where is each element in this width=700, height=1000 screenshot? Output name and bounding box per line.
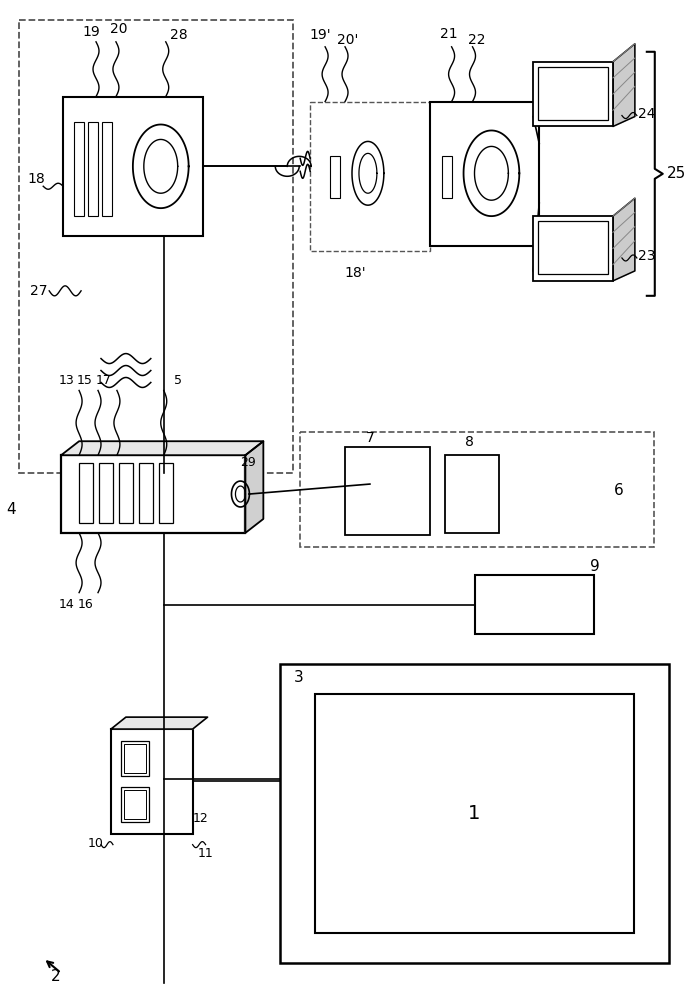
Polygon shape bbox=[61, 441, 263, 455]
Text: 10: 10 bbox=[88, 837, 104, 850]
Text: 27: 27 bbox=[31, 284, 48, 298]
Text: 21: 21 bbox=[440, 27, 457, 41]
Bar bbox=[111, 729, 192, 834]
Bar bbox=[310, 102, 430, 251]
Text: 15: 15 bbox=[77, 374, 93, 387]
Bar bbox=[300, 432, 654, 547]
Bar bbox=[444, 455, 499, 533]
Text: 24: 24 bbox=[638, 107, 656, 121]
Bar bbox=[330, 156, 340, 198]
Bar bbox=[74, 122, 84, 216]
Bar bbox=[63, 97, 202, 236]
Text: 20': 20' bbox=[337, 33, 358, 47]
Bar bbox=[121, 741, 149, 776]
Text: 12: 12 bbox=[193, 812, 209, 825]
Bar bbox=[345, 447, 430, 535]
Text: 6: 6 bbox=[614, 483, 624, 498]
Bar bbox=[119, 463, 133, 523]
Polygon shape bbox=[613, 198, 635, 281]
Bar bbox=[124, 744, 146, 773]
Text: 1: 1 bbox=[468, 804, 481, 823]
Bar bbox=[99, 463, 113, 523]
Bar bbox=[124, 790, 146, 819]
Text: 7: 7 bbox=[365, 431, 375, 445]
Bar bbox=[79, 463, 93, 523]
Bar bbox=[121, 787, 149, 822]
Text: 9: 9 bbox=[590, 559, 600, 574]
Text: 11: 11 bbox=[197, 847, 214, 860]
Bar bbox=[430, 102, 539, 246]
Bar bbox=[538, 221, 608, 274]
Text: 19': 19' bbox=[309, 28, 331, 42]
Text: 18': 18' bbox=[344, 266, 366, 280]
Text: 13: 13 bbox=[58, 374, 74, 387]
Bar bbox=[475, 575, 594, 634]
Polygon shape bbox=[613, 44, 635, 126]
Text: 17: 17 bbox=[96, 374, 112, 387]
Text: 16: 16 bbox=[77, 598, 93, 611]
Bar bbox=[20, 20, 293, 473]
Text: 5: 5 bbox=[174, 374, 182, 387]
Text: 25: 25 bbox=[667, 166, 686, 181]
Bar bbox=[315, 694, 634, 933]
Bar bbox=[61, 455, 246, 533]
Bar bbox=[102, 122, 112, 216]
Text: 2: 2 bbox=[51, 969, 61, 984]
Text: 22: 22 bbox=[468, 33, 485, 47]
Text: 28: 28 bbox=[170, 28, 188, 42]
Bar bbox=[280, 664, 668, 963]
Text: 4: 4 bbox=[6, 502, 16, 517]
Bar bbox=[139, 463, 153, 523]
Bar bbox=[533, 216, 613, 281]
Text: 8: 8 bbox=[465, 435, 474, 449]
Bar bbox=[442, 156, 452, 198]
Polygon shape bbox=[246, 441, 263, 533]
Bar bbox=[533, 62, 613, 126]
Bar bbox=[88, 122, 98, 216]
Text: 23: 23 bbox=[638, 249, 656, 263]
Text: 14: 14 bbox=[58, 598, 74, 611]
Bar bbox=[159, 463, 173, 523]
Text: 29: 29 bbox=[241, 456, 256, 469]
Text: 20: 20 bbox=[110, 22, 127, 36]
Polygon shape bbox=[111, 717, 208, 729]
Text: 3: 3 bbox=[293, 670, 303, 685]
Bar bbox=[538, 67, 608, 120]
Text: 19: 19 bbox=[82, 25, 100, 39]
Text: 18: 18 bbox=[27, 172, 45, 186]
